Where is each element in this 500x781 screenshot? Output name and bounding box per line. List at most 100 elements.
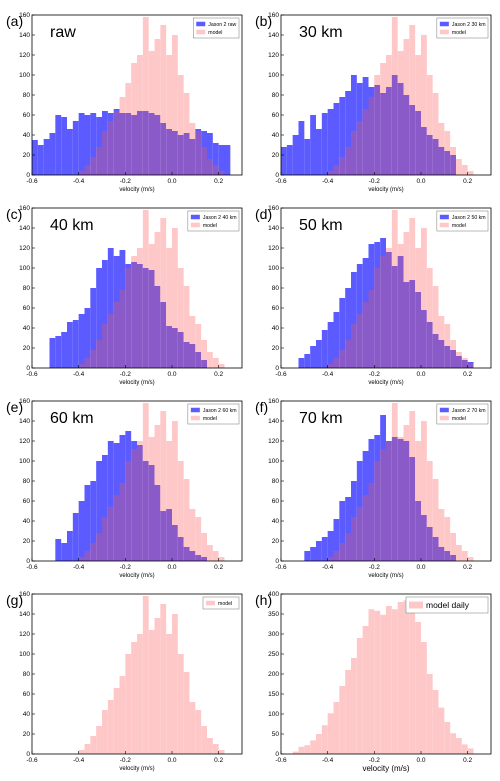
legend: Jason 2 70 km model <box>436 403 489 425</box>
bar-model <box>362 626 369 754</box>
y-tick-label: 20 <box>23 152 31 159</box>
x-tick-label: -0.2 <box>120 757 132 764</box>
bar-jason <box>212 143 219 165</box>
bar-model <box>356 638 363 754</box>
bar-overlap <box>456 356 462 368</box>
bar-jason <box>345 497 351 533</box>
bar-overlap <box>450 350 456 368</box>
bar-jason <box>333 519 340 551</box>
bar-model <box>154 425 161 485</box>
x-axis-label: velocity (m/s) <box>368 573 403 579</box>
x-tick-label: 0.0 <box>167 757 176 764</box>
legend-swatch <box>409 601 423 609</box>
bar-model <box>444 131 451 151</box>
bar-model <box>160 25 167 123</box>
bar-model <box>160 604 167 754</box>
y-tick-label: 80 <box>272 92 280 99</box>
legend-box <box>436 403 489 425</box>
bar-overlap <box>78 364 85 368</box>
bar-jason <box>119 435 126 483</box>
bar-jason <box>90 113 97 157</box>
legend-label: model <box>452 416 466 422</box>
bar-model <box>456 159 462 175</box>
bar-model <box>195 710 202 754</box>
bar-model <box>397 244 404 256</box>
bar-jason <box>327 531 334 557</box>
bar-overlap <box>339 157 346 175</box>
x-tick-label: -0.6 <box>26 757 38 764</box>
bar-model <box>172 228 178 328</box>
bar-overlap <box>201 147 207 175</box>
bar-overlap <box>166 326 172 368</box>
panel-letter: (b) <box>255 13 272 29</box>
bar-jason <box>298 358 305 368</box>
bar-overlap <box>119 113 126 175</box>
chart-panel: 0 20 40 60 80 100 120 140 160 -0.6 -0.4 -0.2 0.0 0.2 v… <box>6 205 243 386</box>
bar-overlap <box>374 85 381 175</box>
bar-jason <box>78 501 85 557</box>
x-axis-label: velocity (m/s) <box>368 187 403 193</box>
y-tick-label: 40 <box>23 325 31 332</box>
bar-overlap <box>107 507 114 561</box>
bar-overlap <box>374 461 381 561</box>
y-tick-label: 300 <box>268 631 279 638</box>
bar-model <box>426 268 433 322</box>
bar-overlap <box>444 346 451 368</box>
bar-model <box>137 248 143 264</box>
x-tick-label: 0.2 <box>214 564 223 571</box>
y-tick-label: 0 <box>275 365 279 372</box>
bar-overlap <box>409 457 416 561</box>
bar-overlap <box>368 97 375 175</box>
bar-jason <box>102 111 108 131</box>
legend-swatch <box>439 21 449 27</box>
bar-overlap <box>195 555 202 561</box>
legend-swatch <box>190 214 200 220</box>
bar-model <box>380 614 386 754</box>
bar-overlap <box>160 511 167 561</box>
bar-overlap <box>183 133 190 175</box>
bar-model <box>166 634 172 754</box>
bar-jason <box>327 322 334 364</box>
legend-label: model <box>452 30 466 36</box>
bar-model <box>374 75 381 85</box>
bar-jason <box>72 513 79 561</box>
bar-jason <box>368 244 375 290</box>
x-tick-label: 0.0 <box>167 178 176 185</box>
y-tick-label: 0 <box>26 558 30 565</box>
bar-overlap <box>426 322 433 368</box>
y-tick-label: 120 <box>268 52 279 59</box>
bar-overlap <box>339 350 346 368</box>
bar-overlap <box>183 342 190 368</box>
legend-box <box>187 210 240 232</box>
y-tick-label: 100 <box>268 265 279 272</box>
y-tick-label: 80 <box>272 285 280 292</box>
bar-model <box>119 676 126 754</box>
bar-overlap <box>415 111 421 175</box>
y-tick-label: 20 <box>272 152 280 159</box>
y-tick-label: 160 <box>19 591 30 598</box>
bar-jason <box>374 435 381 461</box>
legend-swatch <box>196 29 206 35</box>
legend: Jason 2 60 km model <box>187 403 240 425</box>
bar-jason <box>316 340 322 368</box>
y-tick-label: 160 <box>268 205 279 212</box>
bar-model <box>351 658 357 754</box>
panel-letter: (d) <box>255 206 272 222</box>
legend: model <box>202 596 240 610</box>
bar-model <box>333 702 340 754</box>
bar-overlap <box>218 171 225 175</box>
y-tick-label: 80 <box>23 478 31 485</box>
bar-model <box>397 437 404 439</box>
bar-overlap <box>113 111 120 175</box>
y-tick-label: 120 <box>268 245 279 252</box>
bar-jason <box>333 103 340 165</box>
x-tick-label: -0.2 <box>369 564 381 571</box>
bar-jason <box>286 145 293 175</box>
y-tick-label: 0 <box>275 751 279 758</box>
y-tick-label: 80 <box>23 285 31 292</box>
bar-model <box>195 517 202 555</box>
bar-model <box>415 622 421 754</box>
bar-model <box>426 674 433 754</box>
bar-overlap <box>142 111 149 175</box>
